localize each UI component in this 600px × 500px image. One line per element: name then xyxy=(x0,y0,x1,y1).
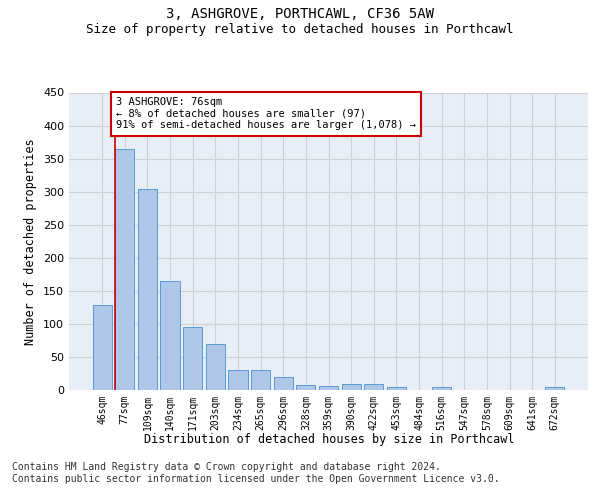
Bar xyxy=(115,148,134,390)
Bar xyxy=(183,327,202,390)
Bar xyxy=(545,388,565,390)
Text: 3, ASHGROVE, PORTHCAWL, CF36 5AW: 3, ASHGROVE, PORTHCAWL, CF36 5AW xyxy=(166,8,434,22)
Bar xyxy=(229,370,248,390)
Bar xyxy=(319,386,338,390)
Y-axis label: Number of detached properties: Number of detached properties xyxy=(25,138,37,344)
Bar xyxy=(138,189,157,390)
Bar xyxy=(432,388,451,390)
Bar xyxy=(92,306,112,390)
Bar xyxy=(251,370,270,390)
Text: 3 ASHGROVE: 76sqm
← 8% of detached houses are smaller (97)
91% of semi-detached : 3 ASHGROVE: 76sqm ← 8% of detached house… xyxy=(116,97,416,130)
Bar xyxy=(296,384,316,390)
Text: Contains HM Land Registry data © Crown copyright and database right 2024.
Contai: Contains HM Land Registry data © Crown c… xyxy=(12,462,500,484)
Bar xyxy=(387,386,406,390)
Bar xyxy=(364,384,383,390)
Bar xyxy=(274,378,293,390)
Text: Size of property relative to detached houses in Porthcawl: Size of property relative to detached ho… xyxy=(86,24,514,36)
Text: Distribution of detached houses by size in Porthcawl: Distribution of detached houses by size … xyxy=(143,432,514,446)
Bar xyxy=(341,384,361,390)
Bar xyxy=(206,344,225,390)
Bar xyxy=(160,281,180,390)
